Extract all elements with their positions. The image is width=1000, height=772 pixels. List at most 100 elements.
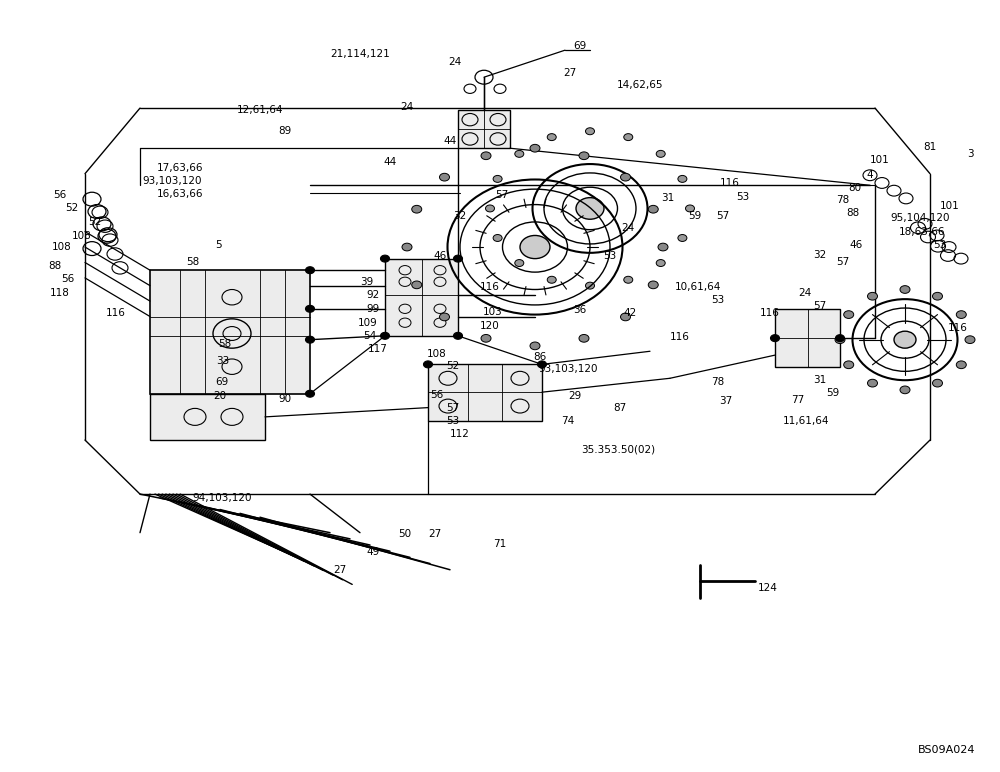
Text: 69: 69 [573,42,587,51]
Text: 36: 36 [573,306,587,315]
Text: 17,63,66: 17,63,66 [157,163,203,172]
Text: 10,61,64: 10,61,64 [675,283,721,292]
Ellipse shape [621,173,631,181]
Ellipse shape [835,336,845,344]
Text: 116: 116 [670,333,690,342]
Text: 31: 31 [813,375,827,384]
Ellipse shape [932,379,942,387]
Text: 92: 92 [366,290,380,300]
Ellipse shape [844,361,854,368]
Text: 24: 24 [448,57,462,66]
Text: 116: 116 [106,308,126,317]
Text: 12,61,64: 12,61,64 [237,105,283,114]
Ellipse shape [770,335,780,341]
Ellipse shape [412,205,422,213]
Text: 88: 88 [48,262,62,271]
Text: 3: 3 [967,150,973,159]
Ellipse shape [424,361,432,367]
Text: 37: 37 [719,397,733,406]
Text: 33: 33 [216,356,230,365]
Ellipse shape [624,134,633,141]
Text: 57: 57 [446,403,460,412]
Ellipse shape [648,281,658,289]
Ellipse shape [956,361,966,368]
Text: 101: 101 [940,201,960,211]
Text: 88: 88 [846,208,860,218]
Text: 24: 24 [621,223,635,232]
Ellipse shape [306,391,314,397]
Text: 78: 78 [711,378,725,387]
Ellipse shape [576,198,604,219]
Text: 44: 44 [383,157,397,167]
Text: 57: 57 [495,190,509,199]
Text: 57: 57 [836,258,850,267]
Ellipse shape [648,205,658,213]
Text: 42: 42 [623,308,637,317]
Ellipse shape [547,276,556,283]
Text: 31: 31 [661,194,675,203]
Text: 56: 56 [61,275,75,284]
Text: 101: 101 [870,155,890,164]
Ellipse shape [956,310,966,318]
Ellipse shape [965,336,975,344]
Text: 86: 86 [533,352,547,361]
Text: 32: 32 [453,212,467,221]
Polygon shape [458,110,510,148]
Text: 46: 46 [849,241,863,250]
Text: 29: 29 [568,391,582,401]
Text: 108: 108 [72,232,92,241]
Text: 18,63,66: 18,63,66 [899,227,945,236]
Text: 35.353.50(02): 35.353.50(02) [581,445,655,454]
Text: 112: 112 [450,429,470,438]
Text: 21,114,121: 21,114,121 [330,49,390,59]
Text: 49: 49 [366,547,380,557]
Text: 16,63,66: 16,63,66 [157,189,203,198]
Text: 58: 58 [218,339,232,348]
Ellipse shape [868,293,878,300]
Ellipse shape [621,313,631,321]
Ellipse shape [515,259,524,266]
Text: 116: 116 [720,178,740,188]
Text: 32: 32 [813,250,827,259]
Text: 117: 117 [368,344,388,354]
Ellipse shape [520,235,550,259]
Ellipse shape [481,334,491,342]
Text: 53: 53 [603,252,617,261]
Text: 124: 124 [758,584,778,593]
Text: 120: 120 [480,321,500,330]
Ellipse shape [454,255,462,262]
Text: 69: 69 [215,378,229,387]
Text: 89: 89 [278,127,292,136]
Ellipse shape [678,175,687,182]
Ellipse shape [624,276,633,283]
Ellipse shape [454,332,462,340]
Text: 109: 109 [358,318,378,327]
Ellipse shape [586,282,594,289]
Ellipse shape [932,293,942,300]
Text: BS09A024: BS09A024 [918,745,975,755]
Ellipse shape [402,243,412,251]
Ellipse shape [306,336,314,343]
Text: 24: 24 [400,102,414,111]
Text: 27: 27 [563,69,577,78]
Text: 59: 59 [826,388,840,398]
Text: 53: 53 [933,240,947,249]
Text: 93,103,120: 93,103,120 [538,364,598,374]
Ellipse shape [836,335,844,341]
Text: 74: 74 [561,416,575,425]
Text: 24: 24 [798,289,812,298]
Ellipse shape [900,386,910,394]
Text: 14,62,65: 14,62,65 [617,80,663,90]
Text: 108: 108 [427,349,447,358]
Ellipse shape [481,152,491,160]
Ellipse shape [894,331,916,348]
Ellipse shape [579,334,589,342]
Text: 95,104,120: 95,104,120 [890,213,950,222]
Text: 116: 116 [480,283,500,292]
Text: 54: 54 [363,331,377,340]
Ellipse shape [868,379,878,387]
Text: 39: 39 [360,277,374,286]
Text: 4: 4 [867,171,873,180]
Text: 5: 5 [215,241,221,250]
Text: 53: 53 [736,192,750,201]
